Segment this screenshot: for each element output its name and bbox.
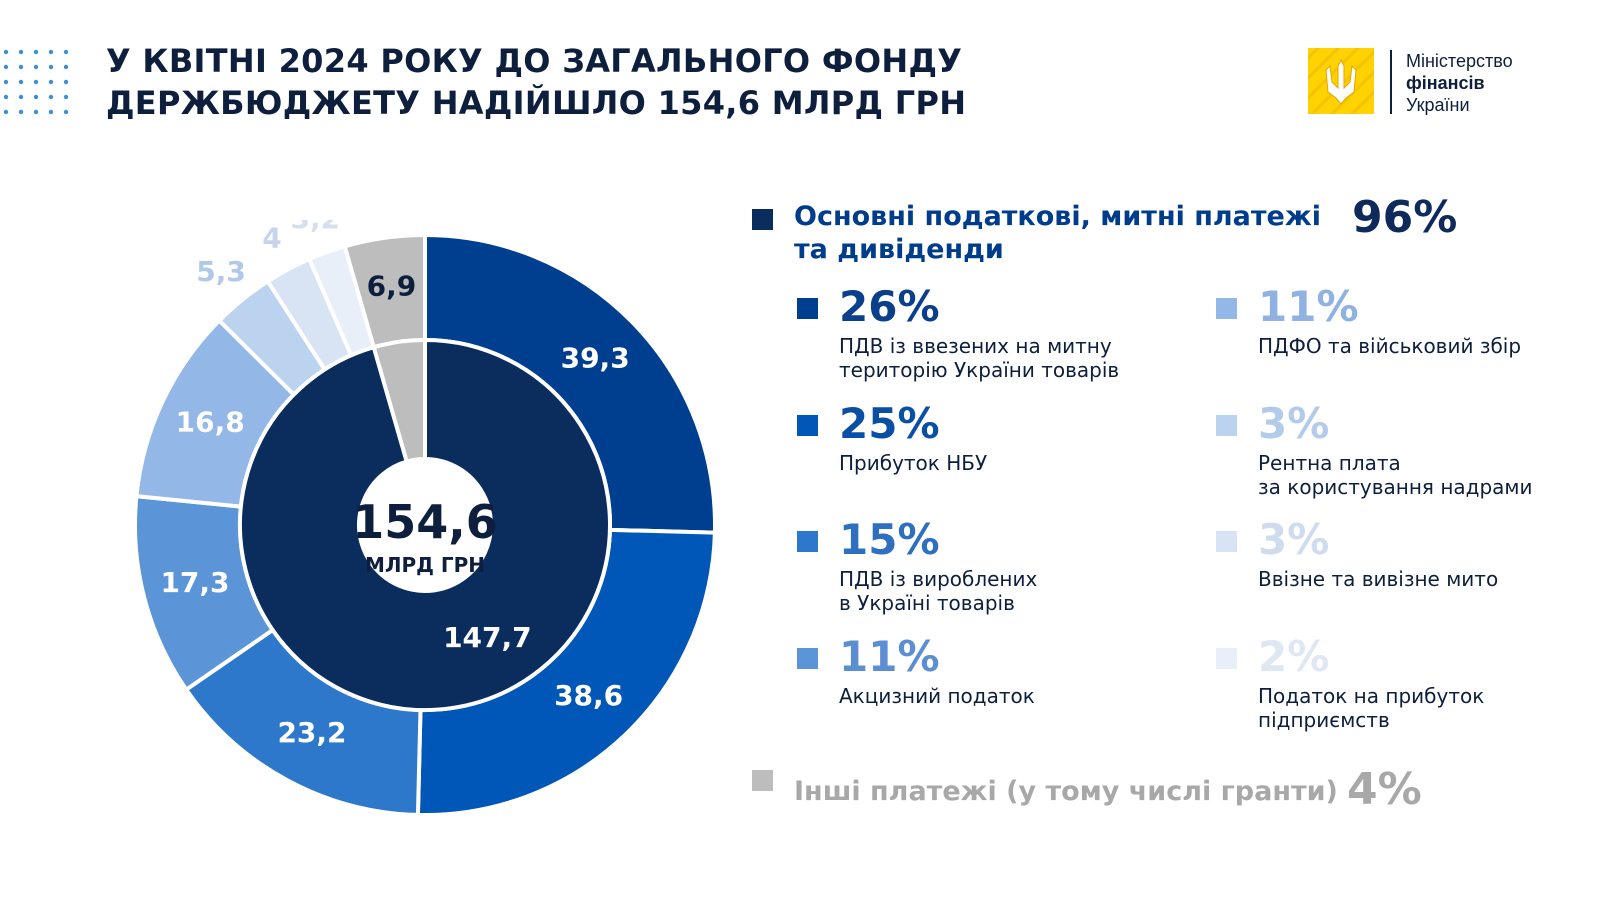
legend-item-percent: 2% [1258, 632, 1330, 681]
legend-other-swatch [752, 770, 773, 791]
legend-item-label: Податок на прибуток підприємств [1258, 684, 1485, 732]
outer-ring-label-2: 23,2 [277, 716, 346, 749]
ministry-name: Міністерство фінансів України [1406, 50, 1513, 116]
center-hole [359, 459, 491, 591]
legend-item-label: Прибуток НБУ [839, 451, 988, 475]
outer-ring-label-5: 5,3 [196, 255, 246, 288]
outer-ring-label-7: 3,2 [290, 220, 340, 235]
ring-labels: 39,3 38,6 23,2 17,3 16,8 5,3 4 3,2 6,9 147,7 [160, 220, 629, 749]
legend-item-swatch [797, 648, 818, 669]
legend-item-percent: 3% [1258, 399, 1330, 448]
outer-ring-label-8: 6,9 [367, 269, 417, 302]
page-title: У КВІТНІ 2024 РОКУ ДО ЗАГАЛЬНОГО ФОНДУ Д… [106, 40, 966, 124]
outer-ring-label-3: 17,3 [160, 566, 229, 599]
legend-main-label-line-2: та дивіденди [794, 234, 1004, 265]
outer-ring-label-0: 39,3 [561, 341, 630, 374]
legend-item-swatch [1216, 415, 1237, 436]
legend-item-percent: 11% [1258, 282, 1359, 331]
logo-divider [1390, 50, 1392, 114]
ministry-logo: Міністерство фінансів України [1308, 48, 1568, 118]
legend-item-label: ПДВ із вироблених в Україні товарів [839, 567, 1038, 615]
center-total-unit: МЛРД ГРН [365, 553, 485, 577]
legend-main-percent: 96% [1352, 192, 1458, 243]
legend-item-swatch [797, 415, 818, 436]
legend-item-swatch [1216, 648, 1237, 669]
trident-emblem-icon [1308, 48, 1374, 114]
page-title-line-2: ДЕРЖБЮДЖЕТУ НАДІЙШЛО 154,6 МЛРД ГРН [106, 84, 967, 122]
legend-item-percent: 15% [839, 515, 940, 564]
legend-item-swatch [797, 531, 818, 552]
legend-item-label: ПДВ із ввезених на митну територію Україн… [839, 334, 1120, 382]
ministry-name-line-2: фінансів [1406, 73, 1485, 93]
outer-ring-label-6: 4 [262, 221, 281, 254]
legend-item-label: ПДФО та військовий збір [1258, 334, 1522, 358]
legend-item-swatch [1216, 298, 1237, 319]
legend-item-swatch [1216, 531, 1237, 552]
legend-other-group: Інші платежі (у тому числі гранти) 4% [752, 764, 1552, 820]
ministry-name-line-3: України [1406, 95, 1470, 115]
page-title-line-1: У КВІТНІ 2024 РОКУ ДО ЗАГАЛЬНОГО ФОНДУ [106, 42, 963, 80]
inner-ring-label-0: 147,7 [443, 621, 532, 654]
outer-ring-label-1: 38,6 [554, 679, 623, 712]
legend-other-percent: 4% [1347, 764, 1422, 815]
legend-item-label: Акцизний податок [839, 684, 1035, 708]
legend-item-label: Рентна плата за користування надрами [1258, 451, 1533, 499]
legend-item-swatch [797, 298, 818, 319]
legend-item-percent: 25% [839, 399, 940, 448]
legend-item-percent: 26% [839, 282, 940, 331]
legend-item-percent: 3% [1258, 515, 1330, 564]
center-total-value: 154,6 [352, 495, 498, 549]
legend-item-label: Ввізне та вивізне мито [1258, 567, 1499, 591]
legend-main-swatch [752, 209, 773, 230]
ministry-name-line-1: Міністерство [1406, 51, 1513, 71]
revenue-donut-chart: 39,3 38,6 23,2 17,3 16,8 5,3 4 3,2 6,9 147,7 154,… [133, 220, 717, 817]
outer-ring-label-4: 16,8 [176, 406, 245, 439]
legend-item-percent: 11% [839, 632, 940, 681]
legend-main-label-line-1: Основні податкові, митні платежі [794, 201, 1321, 232]
legend-main-label: Основні податкові, митні платежі та диві… [794, 200, 1321, 266]
decorative-dot-grid [3, 49, 69, 115]
legend-other-label: Інші платежі (у тому числі гранти) [794, 776, 1338, 807]
